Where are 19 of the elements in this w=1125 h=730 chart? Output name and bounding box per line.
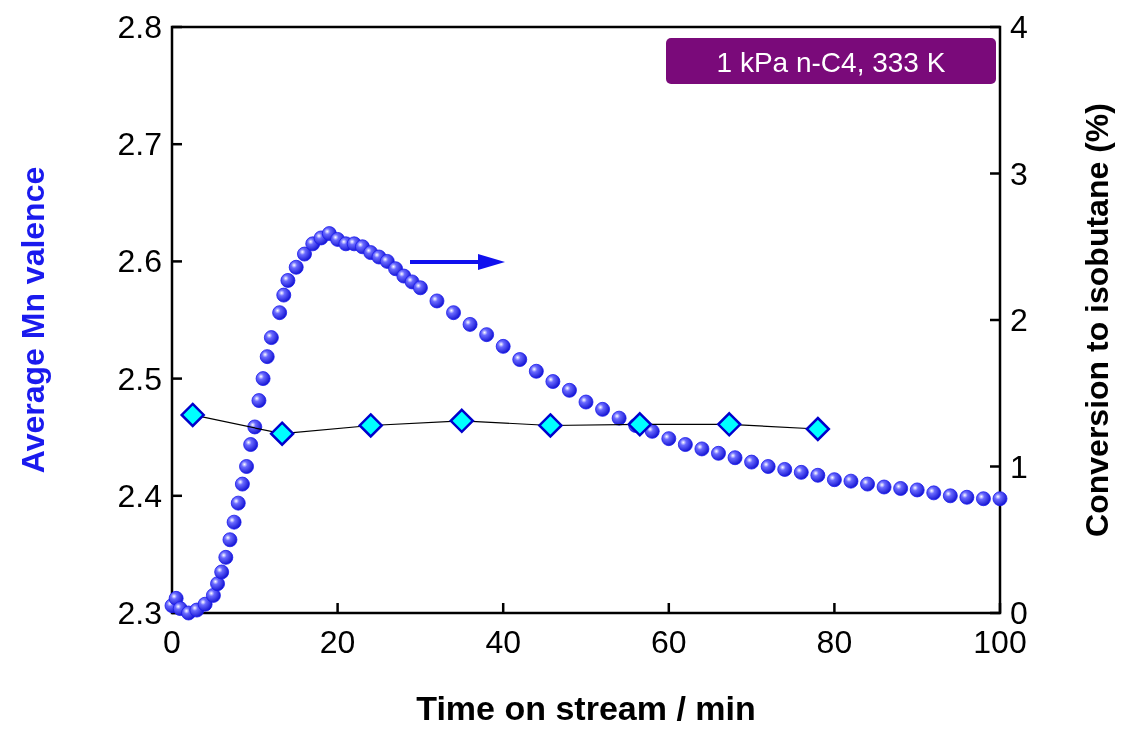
y-tick-label: 2.6 [117,243,162,280]
y2-axis-title: Conversion to isobutane (%) [1079,103,1115,537]
y-axis-title: Average Mn valence [15,166,51,474]
y-tick-label: 2.8 [117,9,162,45]
y2-tick-label: 2 [1010,302,1028,338]
y-tick-label: 2.7 [117,126,162,163]
annotation: 1 kPa n-C4, 333 K [716,47,946,78]
x-tick-label: 80 [816,624,853,660]
y2-tick-label: 3 [1010,155,1028,192]
y-tick-label: 2.4 [117,477,162,514]
x-tick-label: 0 [163,624,181,660]
y2-tick-label: 1 [1010,448,1028,485]
y-tick-label: 2.5 [117,360,162,397]
x-axis-title: Time on stream / min [416,689,756,727]
x-tick-label: 20 [319,624,356,660]
x-tick-label: 60 [651,624,687,660]
y-tick-label: 2.3 [117,595,162,631]
y2-tick-label: 4 [1010,9,1028,45]
x-tick-label: 40 [485,624,521,660]
